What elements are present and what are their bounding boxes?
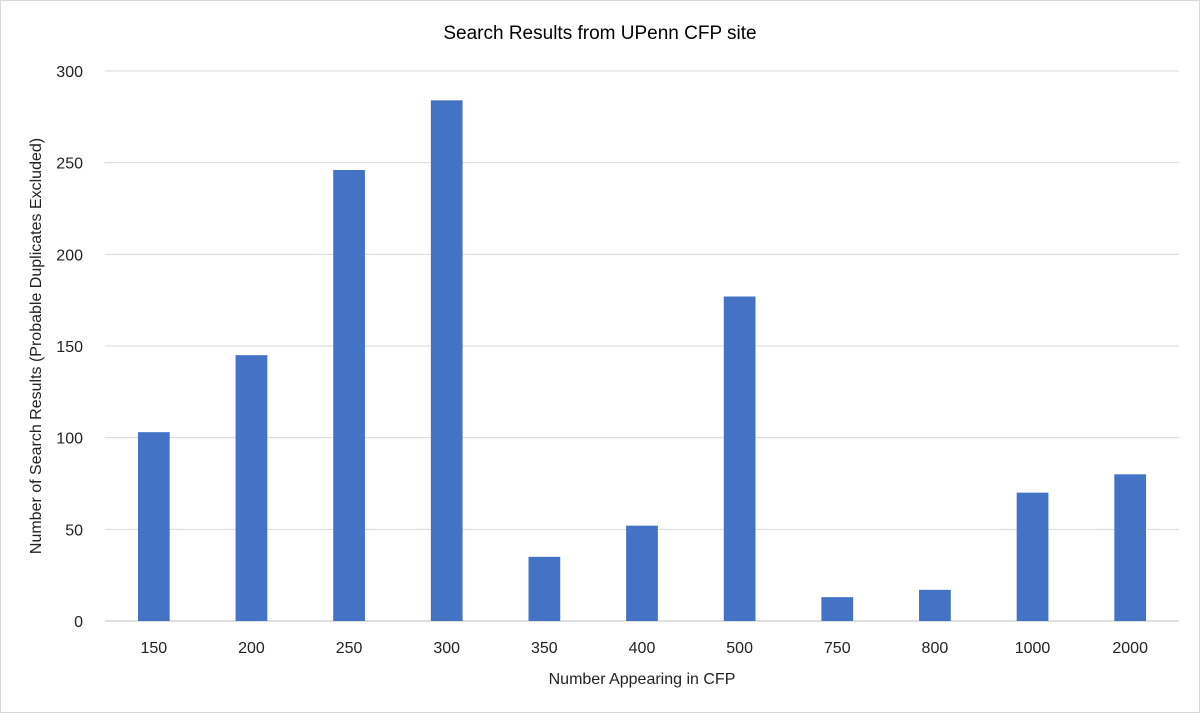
- x-tick-label: 200: [238, 640, 265, 657]
- y-tick-label: 300: [56, 64, 83, 81]
- y-tick-label: 50: [65, 522, 83, 539]
- x-tick-label: 400: [629, 640, 656, 657]
- x-tick-label: 800: [922, 640, 949, 657]
- bars: [137, 100, 1147, 622]
- x-tick-label: 2000: [1112, 640, 1148, 657]
- y-tick-label: 100: [56, 431, 83, 448]
- y-tick-label: 150: [56, 339, 83, 356]
- bar-1000: [1016, 492, 1049, 621]
- y-tick-label: 250: [56, 156, 83, 173]
- bar-2000: [1114, 474, 1147, 621]
- bar-300: [430, 100, 463, 622]
- x-tick-label: 250: [336, 640, 363, 657]
- y-axis-ticks: 0 50 100 150 200 250 300: [56, 64, 83, 631]
- bar-250: [333, 170, 365, 621]
- y-tick-label: 0: [74, 614, 83, 631]
- bar-500: [723, 296, 756, 621]
- y-axis-title: Number of Search Results (Probable Dupli…: [28, 138, 45, 554]
- chart-title: Search Results from UPenn CFP site: [443, 23, 756, 44]
- x-tick-label: 500: [726, 640, 753, 657]
- x-axis-title: Number Appearing in CFP: [549, 671, 736, 688]
- x-tick-label: 750: [824, 640, 851, 657]
- x-tick-label: 300: [433, 640, 460, 657]
- bar-800: [919, 589, 951, 621]
- bar-400: [626, 525, 658, 621]
- bar-350: [528, 556, 561, 621]
- bar-150: [137, 432, 170, 621]
- x-tick-label: 350: [531, 640, 558, 657]
- bar-200: [235, 355, 268, 621]
- gridlines: [105, 70, 1179, 622]
- x-tick-label: 1000: [1015, 640, 1051, 657]
- bar-750: [821, 597, 854, 621]
- y-tick-label: 200: [56, 247, 83, 264]
- x-tick-label: 150: [140, 640, 167, 657]
- x-axis-ticks: 150 200 250 300 350 400 500 750 800 1000 2000: [140, 640, 1148, 657]
